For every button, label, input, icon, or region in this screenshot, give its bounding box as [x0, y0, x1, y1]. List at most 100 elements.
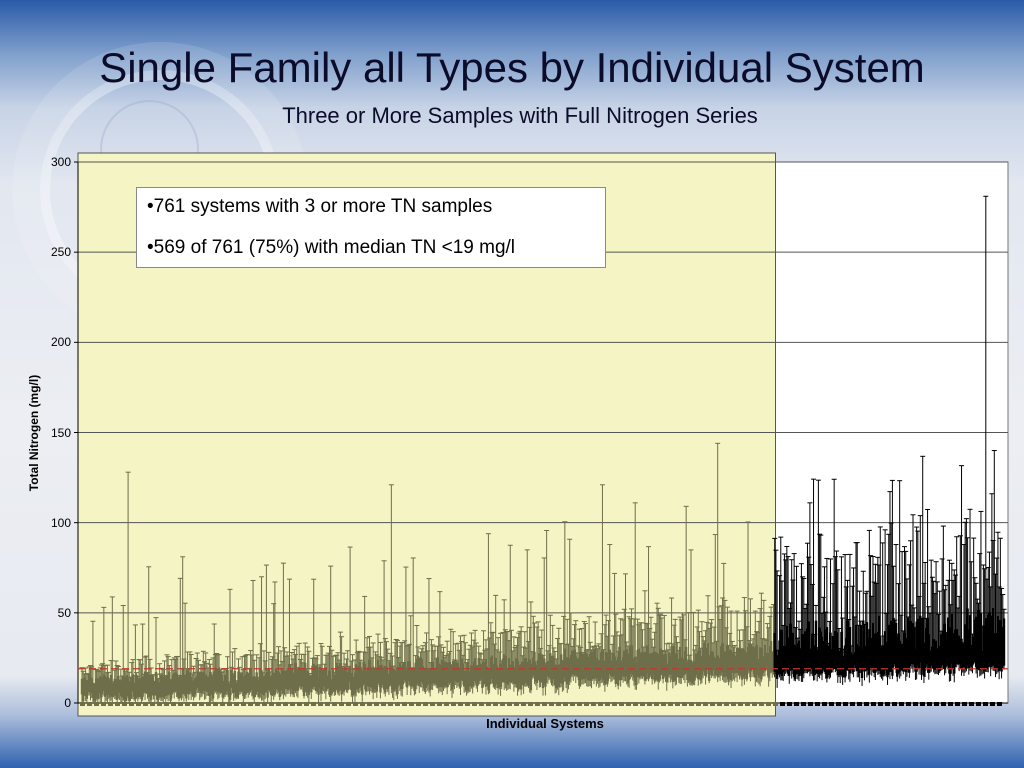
box	[117, 676, 120, 692]
box	[557, 664, 560, 687]
box	[856, 644, 859, 672]
box	[824, 629, 827, 674]
box	[158, 682, 161, 696]
box	[470, 665, 473, 682]
box	[409, 673, 412, 687]
box	[847, 634, 850, 672]
x-category-marker	[563, 702, 568, 706]
box	[934, 640, 938, 670]
box	[249, 667, 252, 690]
x-category-marker	[773, 702, 778, 706]
box	[500, 663, 503, 683]
box	[853, 652, 856, 663]
box	[331, 669, 335, 688]
box	[566, 657, 569, 685]
x-category-marker	[801, 702, 806, 706]
x-category-marker	[829, 702, 834, 706]
box	[756, 659, 759, 676]
box	[489, 657, 493, 678]
box	[822, 641, 825, 667]
x-category-marker	[843, 702, 848, 706]
box	[122, 675, 125, 693]
box	[828, 645, 831, 675]
box	[983, 638, 986, 671]
x-category-marker	[682, 702, 687, 706]
box	[317, 679, 320, 695]
box	[660, 650, 664, 672]
box	[731, 652, 734, 673]
box	[706, 643, 710, 670]
box	[146, 673, 149, 694]
box	[353, 672, 357, 695]
box	[769, 641, 773, 671]
box	[974, 616, 978, 668]
box	[972, 636, 975, 662]
box	[472, 661, 476, 681]
x-category-marker	[206, 702, 211, 706]
x-category-marker	[255, 702, 260, 706]
box	[993, 642, 996, 666]
box	[845, 637, 848, 671]
box	[273, 674, 277, 695]
box	[655, 652, 659, 675]
box	[502, 654, 506, 683]
box	[226, 669, 229, 686]
box	[171, 674, 175, 689]
box	[352, 676, 355, 690]
box	[737, 648, 740, 672]
box	[990, 615, 994, 660]
x-category-marker	[675, 702, 680, 706]
x-category-marker	[283, 702, 288, 706]
x-category-marker	[318, 702, 323, 706]
box	[635, 668, 638, 686]
box	[641, 658, 644, 676]
box	[757, 661, 761, 678]
box	[220, 675, 223, 690]
box	[517, 664, 520, 690]
box	[729, 649, 733, 681]
box	[458, 666, 461, 683]
x-category-marker	[185, 702, 190, 706]
box	[777, 655, 780, 673]
box	[836, 648, 839, 676]
box	[318, 666, 321, 683]
box	[721, 643, 724, 673]
box	[863, 656, 866, 672]
box	[515, 658, 518, 682]
box	[328, 670, 331, 695]
box	[807, 621, 810, 670]
y-tick-label: 300	[50, 155, 71, 169]
x-category-marker	[731, 702, 736, 706]
box	[700, 656, 704, 676]
box	[103, 675, 107, 697]
box	[634, 656, 637, 682]
box	[115, 678, 119, 700]
box	[870, 653, 873, 670]
box	[997, 631, 1001, 671]
box	[154, 671, 158, 688]
box	[415, 658, 419, 684]
box	[752, 649, 756, 675]
x-category-marker	[171, 702, 176, 706]
box	[859, 625, 863, 666]
box	[555, 664, 558, 689]
box	[606, 657, 609, 685]
box	[675, 653, 678, 678]
box	[678, 646, 682, 678]
box	[290, 668, 294, 687]
box	[858, 646, 861, 674]
box	[471, 670, 474, 687]
x-category-marker	[262, 702, 267, 706]
x-category-marker	[997, 702, 1002, 706]
x-category-marker	[409, 702, 414, 706]
box	[788, 638, 791, 676]
x-category-marker	[360, 702, 365, 706]
box	[126, 677, 130, 696]
box	[225, 675, 228, 692]
box	[534, 667, 537, 682]
box	[709, 655, 712, 670]
box	[604, 651, 608, 676]
box	[980, 652, 984, 668]
box	[984, 618, 988, 665]
box	[351, 676, 354, 695]
